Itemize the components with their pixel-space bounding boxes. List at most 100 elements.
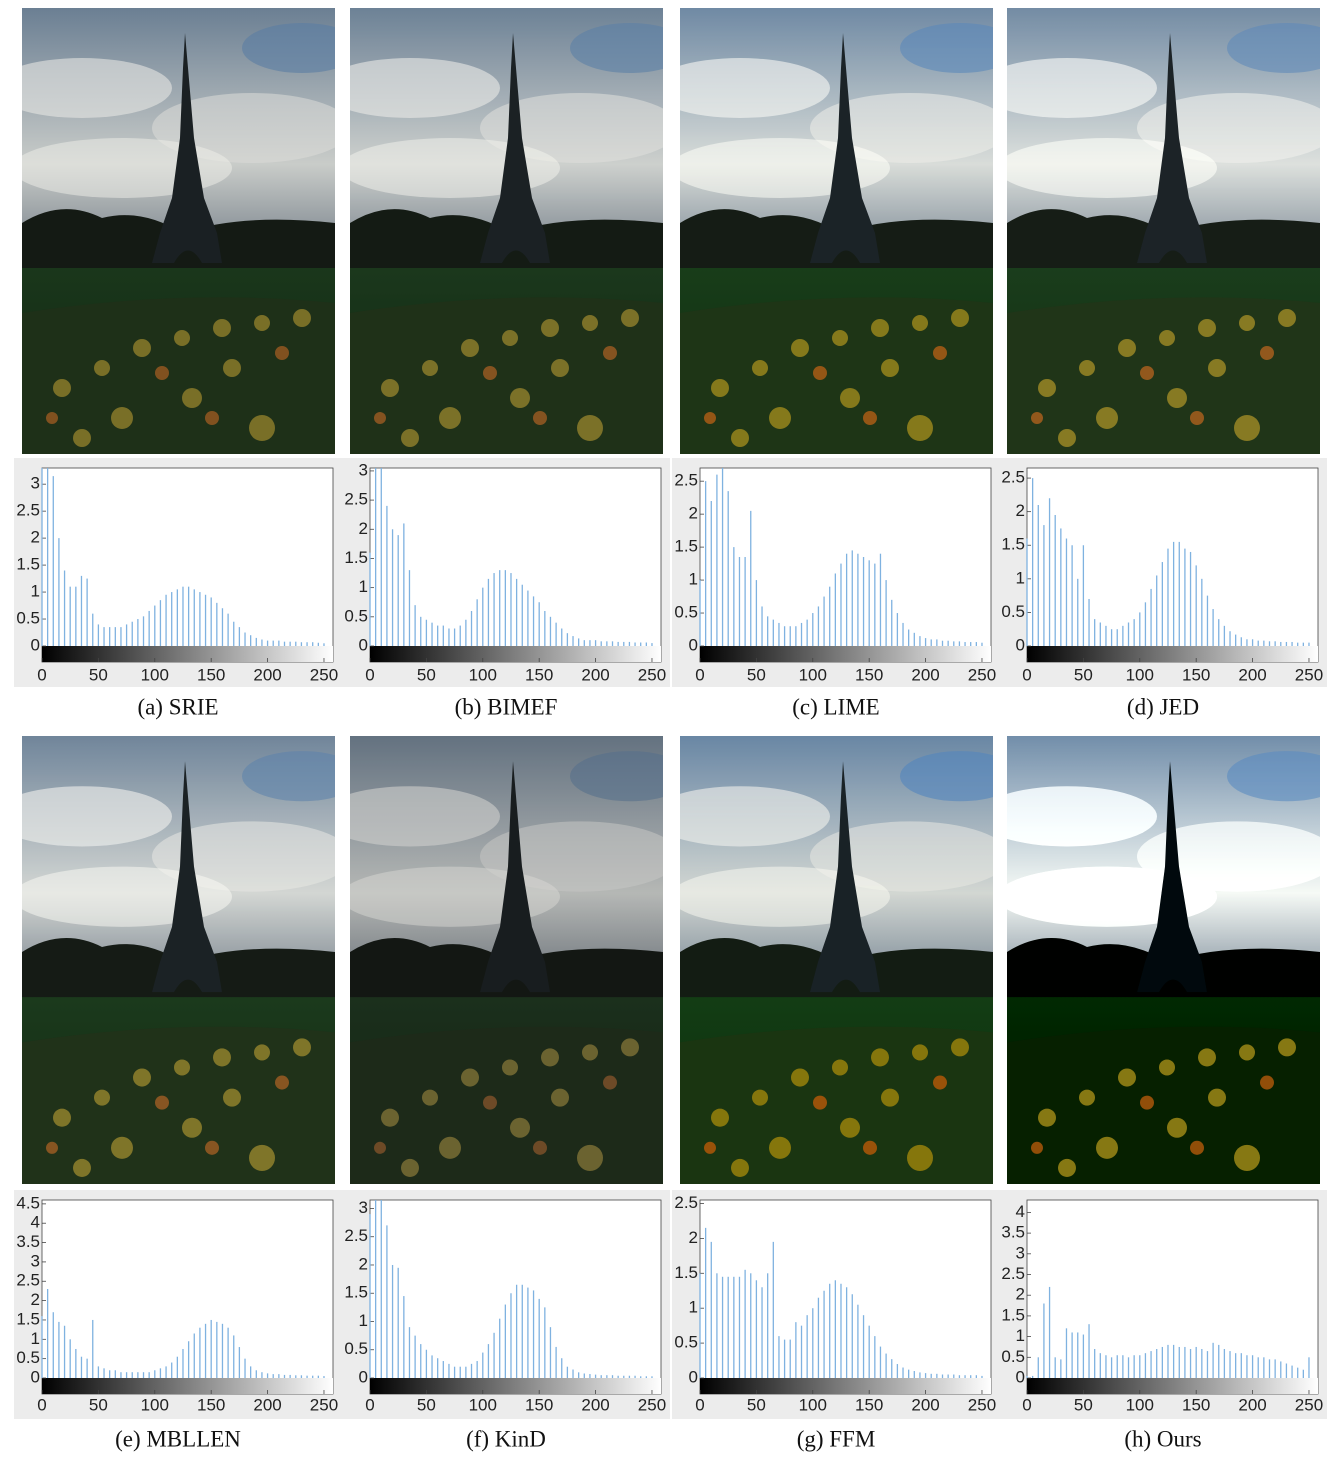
figure: 00.511.522.53050100150200250(a) SRIE00.5…: [0, 0, 1333, 1457]
x-tick-label: 50: [417, 665, 436, 684]
gray-scale-bar: [1027, 1378, 1318, 1394]
y-tick-label: 0: [359, 1367, 368, 1386]
x-tick-label: 50: [417, 1395, 436, 1414]
y-tick-label: 2.5: [344, 490, 368, 509]
x-tick-label: 250: [1295, 665, 1323, 684]
caption: (h) Ours: [1124, 1426, 1201, 1451]
y-tick-label: 2: [359, 1254, 368, 1273]
plot-area: [42, 468, 333, 662]
x-tick-label: 100: [141, 665, 169, 684]
y-tick-label: 3.5: [1001, 1223, 1025, 1242]
x-tick-label: 100: [799, 1395, 827, 1414]
y-tick-label: 4.5: [16, 1193, 40, 1212]
y-tick-label: 2.5: [1001, 468, 1025, 487]
y-tick-label: 1.5: [344, 1283, 368, 1302]
y-tick-label: 2.5: [16, 1271, 40, 1290]
plot-area: [370, 468, 661, 662]
y-tick-label: 2: [1016, 1285, 1025, 1304]
y-tick-label: 2.5: [674, 1193, 698, 1212]
gray-scale-bar: [700, 1378, 991, 1394]
gray-scale-bar: [1027, 646, 1318, 662]
x-tick-label: 150: [855, 665, 883, 684]
y-tick-label: 0: [1016, 1367, 1025, 1386]
y-tick-label: 0: [1016, 635, 1025, 654]
x-tick-label: 200: [253, 1395, 281, 1414]
x-tick-label: 200: [253, 665, 281, 684]
caption: (b) BIMEF: [455, 694, 558, 719]
x-tick-label: 200: [911, 1395, 939, 1414]
x-tick-label: 100: [141, 1395, 169, 1414]
y-tick-label: 2.5: [1001, 1264, 1025, 1283]
y-tick-label: 1: [31, 1329, 40, 1348]
gray-scale-bar: [42, 1378, 333, 1394]
y-tick-label: 1.5: [1001, 1305, 1025, 1324]
caption: (g) FFM: [797, 1426, 876, 1451]
gray-scale-bar: [700, 646, 991, 662]
y-tick-label: 0.5: [674, 603, 698, 622]
y-tick-label: 3.5: [16, 1232, 40, 1251]
x-tick-label: 250: [968, 1395, 996, 1414]
y-tick-label: 0: [359, 635, 368, 654]
photo: [650, 8, 1020, 454]
y-tick-label: 0: [31, 635, 40, 654]
y-tick-label: 1: [1016, 568, 1025, 587]
x-tick-label: 100: [469, 1395, 497, 1414]
x-tick-label: 0: [37, 665, 46, 684]
y-tick-label: 0.5: [344, 606, 368, 625]
y-tick-label: 0.5: [1001, 1347, 1025, 1366]
y-tick-label: 0.5: [16, 609, 40, 628]
plot-area: [370, 1200, 661, 1394]
caption: (e) MBLLEN: [115, 1426, 241, 1451]
x-tick-label: 250: [968, 665, 996, 684]
plot-area: [1027, 468, 1318, 662]
x-tick-label: 200: [581, 665, 609, 684]
x-tick-label: 200: [1238, 1395, 1266, 1414]
x-tick-label: 50: [747, 665, 766, 684]
x-tick-label: 50: [747, 1395, 766, 1414]
y-tick-label: 3: [359, 1198, 368, 1217]
caption: (f) KinD: [466, 1426, 546, 1451]
y-tick-label: 2: [689, 504, 698, 523]
x-tick-label: 150: [197, 665, 225, 684]
y-tick-label: 1: [689, 570, 698, 589]
y-tick-label: 2: [359, 519, 368, 538]
y-tick-label: 3: [31, 1251, 40, 1270]
y-tick-label: 4: [1016, 1202, 1025, 1221]
y-tick-label: 1: [359, 1311, 368, 1330]
plot-area: [700, 468, 991, 662]
x-tick-label: 100: [1126, 665, 1154, 684]
y-tick-label: 1: [1016, 1326, 1025, 1345]
y-tick-label: 1.5: [1001, 535, 1025, 554]
x-tick-label: 250: [310, 665, 338, 684]
x-tick-label: 50: [89, 665, 108, 684]
photo: [977, 8, 1333, 454]
y-tick-label: 2.5: [344, 1226, 368, 1245]
x-tick-label: 150: [1182, 1395, 1210, 1414]
y-tick-label: 2.5: [16, 501, 40, 520]
y-tick-label: 0: [31, 1367, 40, 1386]
x-tick-label: 0: [695, 665, 704, 684]
x-tick-label: 150: [197, 1395, 225, 1414]
x-tick-label: 250: [638, 665, 666, 684]
caption: (a) SRIE: [137, 694, 218, 719]
y-tick-label: 3: [359, 460, 368, 479]
y-tick-label: 1.5: [344, 548, 368, 567]
y-tick-label: 1.5: [674, 537, 698, 556]
y-tick-label: 2: [1016, 501, 1025, 520]
y-tick-label: 3: [1016, 1243, 1025, 1262]
x-tick-label: 200: [911, 665, 939, 684]
plot-area: [1027, 1200, 1318, 1394]
x-tick-label: 0: [365, 665, 374, 684]
plot-area: [42, 1200, 333, 1394]
x-tick-label: 0: [695, 1395, 704, 1414]
y-tick-label: 1.5: [16, 1309, 40, 1328]
photo: [977, 736, 1333, 1184]
y-tick-label: 2: [689, 1228, 698, 1247]
y-tick-label: 2: [31, 528, 40, 547]
x-tick-label: 250: [310, 1395, 338, 1414]
y-tick-label: 2.5: [674, 471, 698, 490]
y-tick-label: 0: [689, 635, 698, 654]
